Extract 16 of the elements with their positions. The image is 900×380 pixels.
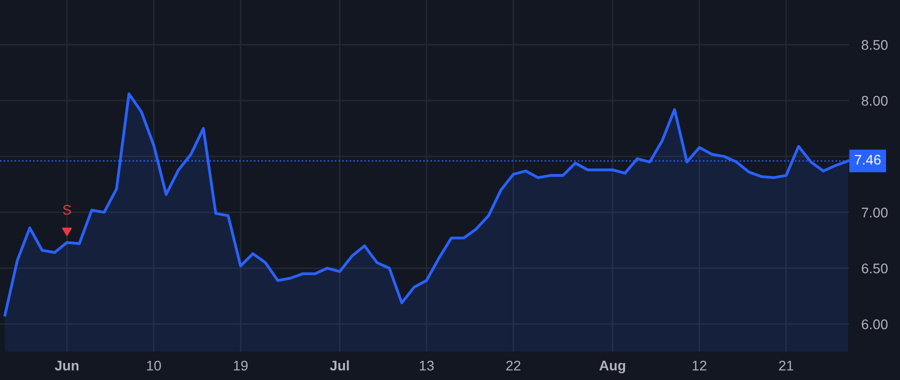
x-tick-label: 21 bbox=[779, 360, 794, 370]
ref-line-label: 7.46 bbox=[854, 154, 881, 165]
x-tick-label: 12 bbox=[692, 360, 706, 370]
y-tick-label: 8.00 bbox=[862, 96, 888, 106]
x-tick-label: Jun bbox=[54, 360, 78, 371]
y-tick-label: 7.00 bbox=[862, 208, 888, 218]
annotation: S bbox=[62, 204, 71, 215]
x-tick-label: 22 bbox=[506, 360, 520, 370]
y-tick-label: 6.50 bbox=[862, 264, 888, 274]
x-tick-label: 19 bbox=[234, 360, 248, 371]
y-tick-label: 8.50 bbox=[862, 40, 888, 50]
x-tick-label: 10 bbox=[147, 360, 161, 371]
y-tick-label: 6.00 bbox=[862, 319, 888, 330]
x-tick-label: Jul bbox=[330, 360, 349, 371]
x-tick-label: 13 bbox=[420, 360, 434, 371]
x-tick-label: Aug bbox=[599, 360, 626, 374]
